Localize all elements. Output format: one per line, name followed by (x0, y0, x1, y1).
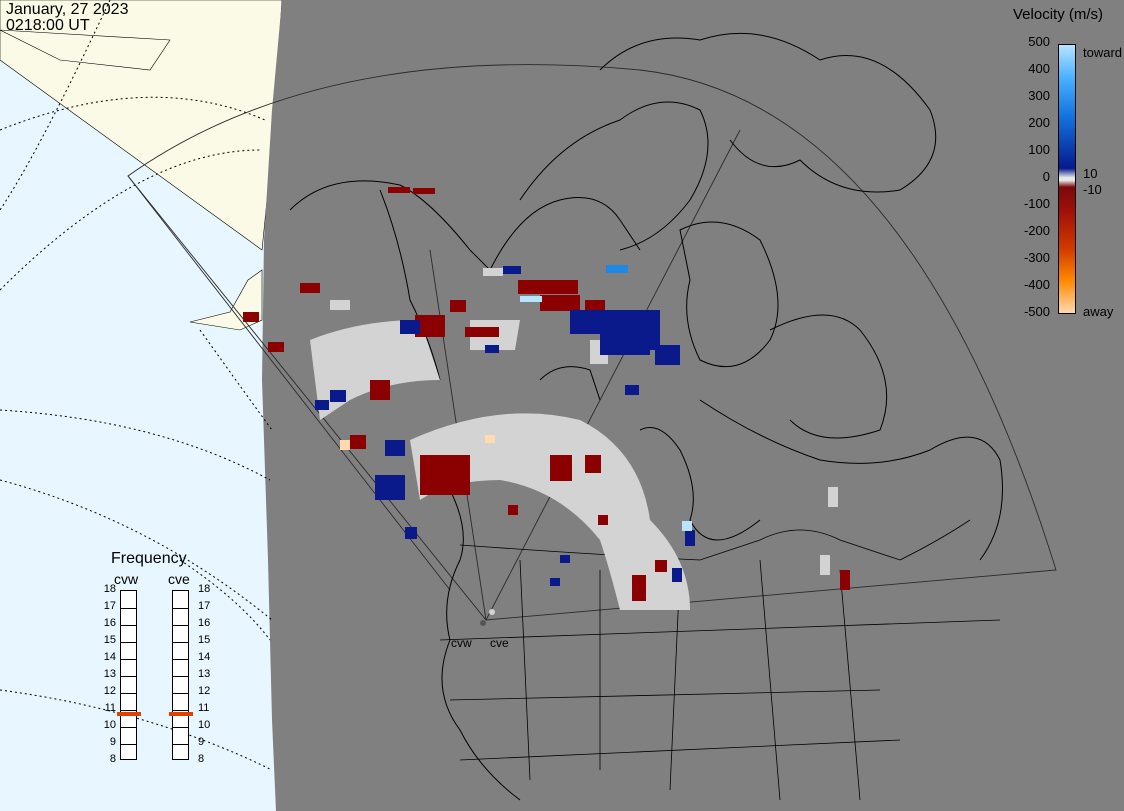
frequency-gridline (173, 608, 188, 609)
toward-velocity-fast (606, 265, 628, 273)
frequency-gridline (173, 676, 188, 677)
frequency-gridline (121, 693, 136, 694)
frequency-scale-label: 10 (103, 719, 116, 731)
frequency-scale-label: 16 (103, 617, 116, 629)
frequency-scale-label: 16 (198, 617, 211, 629)
colorbar-tick: -300 (1023, 250, 1050, 265)
frequency-gridline (173, 625, 188, 626)
frequency-scale-label: 11 (104, 702, 116, 714)
toward-velocity (315, 266, 695, 586)
colorbar-away-label: away (1083, 304, 1114, 319)
frequency-scale-label: 10 (198, 719, 211, 731)
frequency-marker-cvw (117, 712, 141, 717)
site-label-cvw: cvw (451, 636, 472, 650)
colorbar-tick: 100 (1028, 142, 1050, 157)
colorbar-tick: -100 (1023, 196, 1050, 211)
frequency-gridline (121, 642, 136, 643)
radar-label-cvw: cvw (114, 571, 139, 587)
frequency-gridline (173, 744, 188, 745)
frequency-gridline (121, 710, 136, 711)
colorbar-tick: 0 (1042, 169, 1050, 184)
frequency-gridline (121, 676, 136, 677)
colorbar-tick: 400 (1028, 61, 1050, 76)
frequency-scale-label: 9 (198, 736, 205, 748)
frequency-scale-label: 14 (103, 651, 116, 663)
frequency-scale-label: 12 (103, 685, 116, 697)
frequency-gridline (121, 608, 136, 609)
frequency-scale-label: 12 (198, 685, 211, 697)
away-velocity (243, 187, 850, 601)
frequency-gridline (173, 642, 188, 643)
frequency-scale-label: 15 (103, 634, 116, 646)
frequency-gridline (121, 744, 136, 745)
frequency-scale-label: 18 (103, 583, 116, 595)
frequency-scale-label: 9 (109, 736, 116, 748)
frequency-scale-label: 8 (109, 753, 116, 765)
coastlines (289, 32, 1003, 801)
frequency-column-cve (172, 590, 189, 760)
time-label: 0218:00 UT (6, 17, 90, 34)
colorbar-tick: 200 (1028, 115, 1050, 130)
frequency-gridline (173, 727, 188, 728)
frequency-gridline (173, 710, 188, 711)
frequency-scale-label: 8 (198, 753, 205, 765)
site-label-cve: cve (490, 636, 509, 650)
colorbar-title: Velocity (m/s) (1013, 6, 1104, 23)
fov-outlines (127, 64, 1057, 621)
frequency-scale-label: 13 (103, 668, 116, 680)
velocity-colorbar (1058, 44, 1076, 314)
colorbar-neg-label: -10 (1083, 182, 1102, 197)
nightside (262, 0, 1124, 811)
colorbar-tick: -200 (1023, 223, 1050, 238)
frequency-title: Frequency (111, 550, 187, 567)
frequency-gridline (121, 727, 136, 728)
colorbar-toward-label: toward (1083, 45, 1123, 60)
frequency-scale-label: 17 (198, 600, 211, 612)
radar-label-cve: cve (168, 571, 190, 587)
frequency-scale-label: 17 (103, 600, 116, 612)
colorbar-tick: 300 (1028, 88, 1050, 103)
frequency-column-cvw (120, 590, 137, 760)
frequency-gridline (121, 625, 136, 626)
frequency-gridline (121, 659, 136, 660)
low-velocity (520, 296, 692, 531)
frequency-scale-label: 14 (198, 651, 211, 663)
frequency-scale-label: 18 (198, 583, 211, 595)
date-label: January, 27 2023 (6, 1, 129, 18)
frequency-marker-cve (169, 712, 193, 717)
colorbar-tick: 500 (1028, 34, 1050, 49)
frequency-gridline (173, 693, 188, 694)
colorbar-pos-label: 10 (1083, 166, 1098, 181)
frequency-gridline (173, 659, 188, 660)
colorbar-tick: -400 (1023, 277, 1050, 292)
frequency-scale-label: 13 (198, 668, 211, 680)
frequency-scale-label: 15 (198, 634, 211, 646)
colorbar-tick: -500 (1023, 304, 1050, 319)
radar-sites (480, 609, 495, 626)
far-away-velocity (340, 435, 495, 450)
frequency-scale-label: 11 (198, 702, 210, 714)
